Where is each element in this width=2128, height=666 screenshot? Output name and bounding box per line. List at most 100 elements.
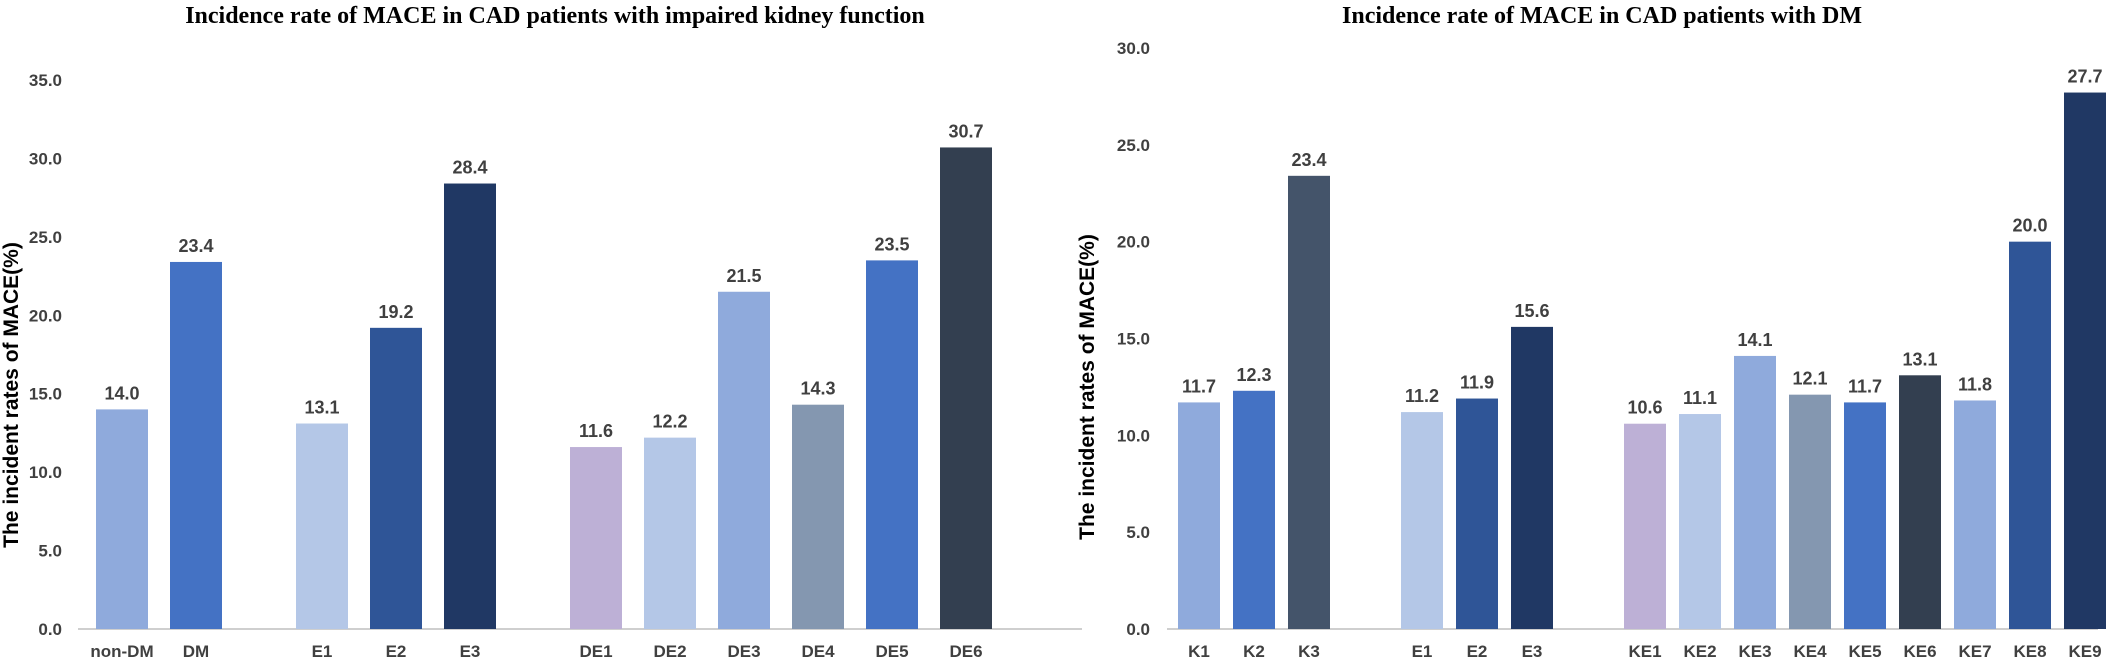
category-label: E2 [386,642,407,661]
category-label: DE4 [801,642,835,661]
y-tick-label: 5.0 [1126,523,1150,542]
chart-title: Incidence rate of MACE in CAD patients w… [185,3,925,29]
data-label: 11.1 [1683,388,1717,408]
category-label: KE9 [2068,642,2101,661]
y-tick-label: 0.0 [38,620,62,639]
y-tick-label: 30.0 [29,149,62,168]
bar-ke7 [1954,400,1996,629]
data-label: 30.7 [948,121,983,141]
bar-e2 [1456,398,1498,629]
bar-non-dm [96,409,148,629]
category-label: KE6 [1903,642,1936,661]
chart-dm: Incidence rate of MACE in CAD patients w… [1076,3,2106,661]
data-label: 11.7 [1848,376,1882,396]
bar-k2 [1233,390,1275,629]
data-label: 14.0 [104,383,139,403]
data-label: 11.7 [1182,376,1216,396]
bar-ke3 [1734,355,1776,629]
bars [96,147,992,630]
bar-de3 [718,291,770,629]
bar-ke2 [1679,414,1721,629]
bar-dm [170,261,222,629]
bars [1178,92,2106,629]
category-label: KE5 [1848,642,1881,661]
data-label: 28.4 [452,158,487,178]
data-label: 10.6 [1627,398,1662,418]
data-label: 20.0 [2012,216,2047,236]
bar-de2 [644,437,696,629]
category-label: KE8 [2013,642,2046,661]
data-label: 13.1 [304,398,339,418]
category-label: KE7 [1958,642,1991,661]
data-label: 23.4 [1291,150,1326,170]
category-label: E1 [1412,642,1433,661]
category-label: KE1 [1628,642,1661,661]
y-axis-ticks: 0.0 5.0 10.0 15.0 20.0 25.0 30.0 35.0 [29,71,62,639]
data-label: 12.2 [652,412,687,432]
data-label: 12.1 [1792,369,1827,389]
data-label: 14.3 [800,379,835,399]
category-label: DE2 [653,642,686,661]
bar-ke5 [1844,402,1886,629]
data-label: 13.1 [1902,349,1937,369]
bar-k1 [1178,402,1220,629]
category-label: non-DM [90,642,153,661]
y-axis-ticks: 0.0 5.0 10.0 15.0 20.0 25.0 30.0 [1117,39,1150,639]
y-tick-label: 15.0 [1117,330,1150,349]
data-label: 23.5 [874,234,909,254]
data-labels: 11.7 12.3 23.4 11.2 11.9 15.6 10.6 11.1 14.1 12.1… [1182,67,2103,418]
data-label: 14.1 [1737,330,1772,350]
data-label: 19.2 [378,302,413,322]
chart-title: Incidence rate of MACE in CAD patients w… [1342,3,1862,29]
bar-k3 [1288,175,1330,629]
category-label: DM [183,642,209,661]
bar-e3 [1511,326,1553,629]
y-tick-label: 25.0 [29,228,62,247]
category-label: E2 [1467,642,1488,661]
bar-ke8 [2009,241,2051,629]
data-labels: 14.0 23.4 13.1 19.2 28.4 11.6 12.2 21.5 14.3 23.5… [104,121,983,441]
data-label: 11.8 [1958,374,1992,394]
category-label: K3 [1298,642,1320,661]
y-tick-label: 5.0 [38,542,62,561]
category-label: E3 [460,642,481,661]
y-axis-label: The incident rates of MACE(%) [1076,234,1099,540]
bar-e3 [444,183,496,630]
bar-ke1 [1624,423,1666,629]
category-label: K2 [1243,642,1265,661]
bar-ke4 [1789,394,1831,629]
y-tick-label: 0.0 [1126,620,1150,639]
y-tick-label: 15.0 [29,385,62,404]
bar-ke6 [1899,375,1941,629]
bar-e1 [296,423,348,629]
category-label: E3 [1522,642,1543,661]
y-axis-label: The incident rates of MACE(%) [0,242,23,548]
data-label: 27.7 [2067,67,2102,87]
data-label: 11.6 [579,421,613,441]
bar-ke9 [2064,92,2106,629]
y-tick-label: 25.0 [1117,136,1150,155]
y-tick-label: 30.0 [1117,39,1150,58]
data-label: 23.4 [178,236,213,256]
bar-de6 [940,147,992,629]
category-label: KE3 [1738,642,1771,661]
y-tick-label: 20.0 [1117,233,1150,252]
category-label: DE1 [579,642,612,661]
category-labels: non-DM DM E1 E2 E3 DE1 DE2 DE3 DE4 DE5 DE6 [90,642,982,661]
category-label: DE5 [875,642,908,661]
bar-de4 [792,404,844,629]
category-label: KE2 [1683,642,1716,661]
y-tick-label: 35.0 [29,71,62,90]
category-label: KE4 [1793,642,1827,661]
data-label: 11.2 [1405,386,1439,406]
bar-e1 [1401,412,1443,629]
category-label: K1 [1188,642,1210,661]
y-tick-label: 20.0 [29,306,62,325]
bar-e2 [370,327,422,629]
data-label: 21.5 [726,266,761,286]
data-label: 12.3 [1236,365,1271,385]
bar-de1 [570,447,622,629]
category-label: E1 [312,642,333,661]
data-label: 11.9 [1460,373,1494,393]
